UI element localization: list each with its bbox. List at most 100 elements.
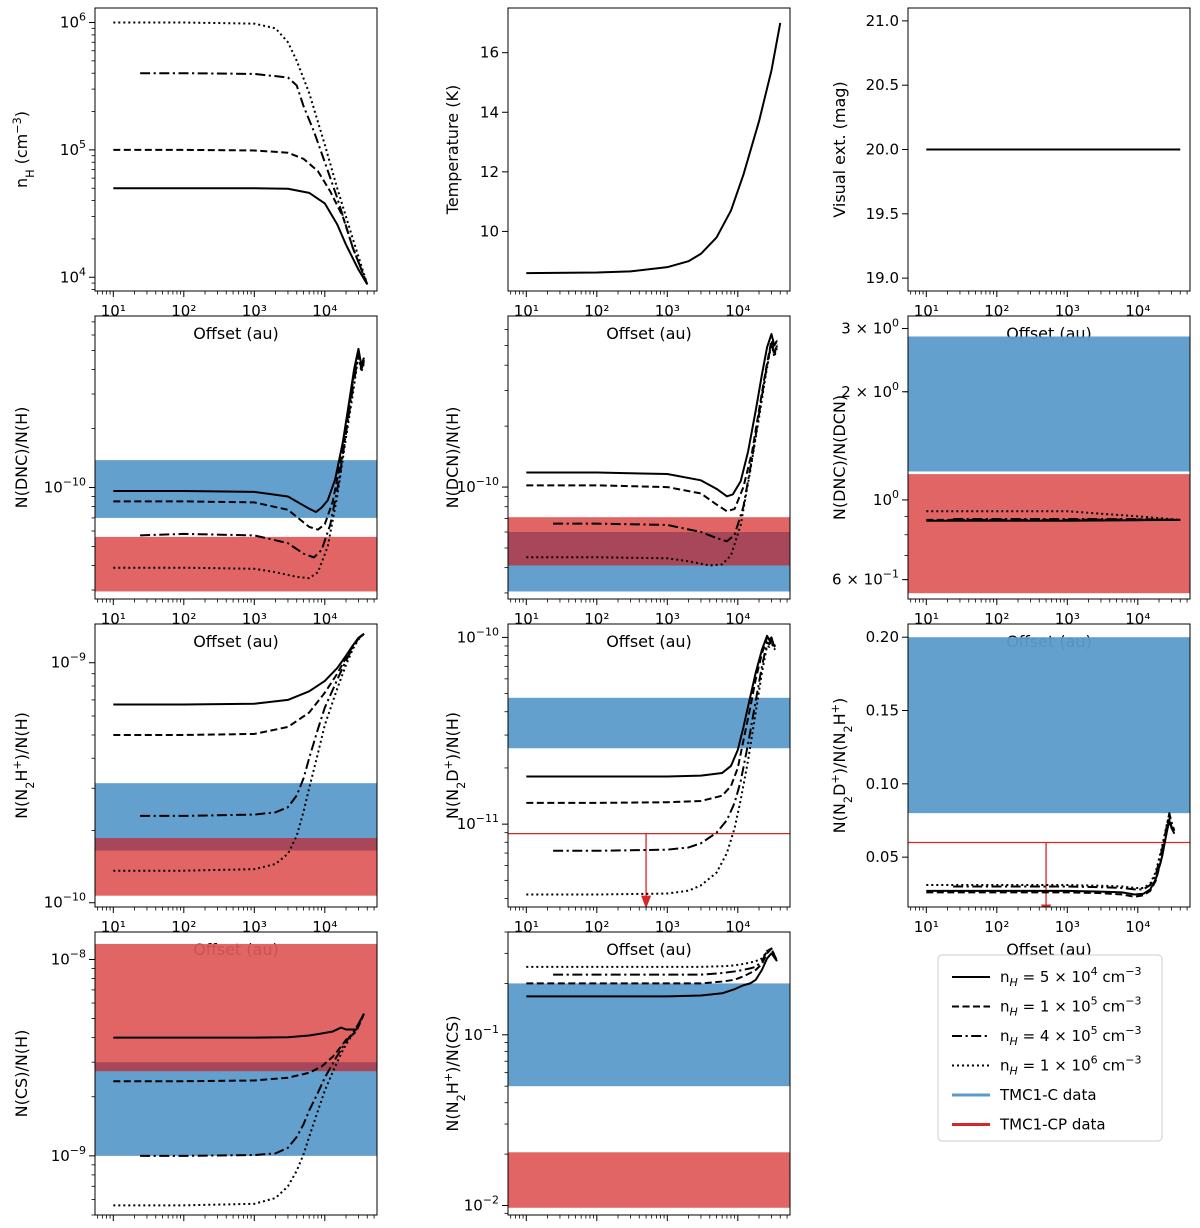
x-tick-label: 10¹ xyxy=(514,1226,539,1228)
y-axis-label: N(N2H+)/N(H) xyxy=(11,712,37,819)
series-line-solid xyxy=(526,22,782,275)
x-tick-label: 10¹ xyxy=(914,302,939,320)
series-line-dotted xyxy=(526,640,776,896)
x-tick-label: 10³ xyxy=(655,918,680,936)
y-tick-label: 0.15 xyxy=(866,702,899,720)
panel-n2h: 10¹ 10² 10³ 10⁴ Offset (au) 10−10 10−9 N(N2H+)/… xyxy=(11,623,378,959)
plot-area xyxy=(908,637,1190,907)
y-tick-label: 10−1 xyxy=(464,1023,499,1044)
band-tmc1-c xyxy=(908,336,1190,472)
band-tmc1-c xyxy=(908,637,1190,814)
x-tick-label: 10³ xyxy=(242,302,267,320)
y-axis-label: Visual ext. (mag) xyxy=(830,81,849,217)
x-tick-label: 10¹ xyxy=(514,610,539,628)
x-axis-label: Offset (au) xyxy=(1006,940,1092,959)
y-axis-label: nH (cm−3) xyxy=(11,111,37,188)
series-line-solid xyxy=(926,819,1176,896)
plot-area xyxy=(95,347,377,592)
series-line-dashdot xyxy=(140,1013,365,1157)
band-tmc1-c xyxy=(95,1062,377,1156)
x-tick-label: 10² xyxy=(171,1226,196,1228)
x-tick-label: 10¹ xyxy=(514,918,539,936)
x-tick-label: 10² xyxy=(584,610,609,628)
y-axis-label: N(N2D+)/N(H) xyxy=(442,712,468,819)
y-tick-label: 104 xyxy=(60,265,86,286)
y-tick-label: 19.0 xyxy=(866,269,899,287)
y-tick-label: 21.0 xyxy=(866,12,899,30)
y-tick-label: 3 × 100 xyxy=(841,316,899,337)
band-tmc1-c xyxy=(508,983,790,1087)
axes-frame xyxy=(94,623,378,908)
y-tick-label: 10−10 xyxy=(44,476,86,497)
x-tick-label: 10¹ xyxy=(914,918,939,936)
x-tick-label: 10⁴ xyxy=(725,1226,750,1228)
x-tick-label: 10⁴ xyxy=(312,1226,337,1228)
plot-area xyxy=(113,21,369,285)
y-tick-label: 10−2 xyxy=(464,1194,499,1215)
y-tick-label: 2 × 100 xyxy=(841,380,899,401)
axes-frame xyxy=(94,931,378,1216)
x-axis-label: Offset (au) xyxy=(193,324,279,343)
series-line-dotted xyxy=(926,510,1181,521)
axes-frame xyxy=(94,315,378,600)
y-tick-label: 100 xyxy=(873,488,899,509)
axes-frame xyxy=(507,623,791,908)
x-tick-label: 10² xyxy=(171,610,196,628)
y-tick-label: 10−8 xyxy=(51,947,86,968)
y-tick-label: 10−10 xyxy=(44,891,86,912)
legend-entry: TMC1-C data xyxy=(952,1086,1097,1104)
plot-area xyxy=(95,632,377,896)
x-tick-label: 10³ xyxy=(1055,610,1080,628)
plot-area xyxy=(95,943,377,1207)
legend-entry: TMC1-CP data xyxy=(952,1116,1106,1134)
y-tick-label: 0.05 xyxy=(866,848,899,866)
y-tick-label: 12 xyxy=(480,163,499,181)
y-tick-label: 0.20 xyxy=(866,628,899,646)
legend-label: TMC1-CP data xyxy=(999,1116,1106,1134)
legend-label: TMC1-C data xyxy=(999,1086,1097,1104)
y-tick-label: 14 xyxy=(480,103,499,121)
axes-frame xyxy=(507,7,791,292)
x-tick-label: 10¹ xyxy=(101,918,126,936)
band-overlap xyxy=(95,838,377,851)
series-line-dotted xyxy=(526,947,778,968)
x-tick-label: 10³ xyxy=(242,918,267,936)
series-line-dotted xyxy=(526,342,778,567)
series-line-dashdot xyxy=(140,72,369,285)
plot-area xyxy=(508,333,790,592)
legend-label: nH = 4 × 105 cm−3 xyxy=(1000,1024,1142,1048)
y-tick-label: 6 × 10−1 xyxy=(832,568,899,589)
x-axis-label: Offset (au) xyxy=(606,632,692,651)
panel-ratio_n2d_n2h: 10¹ 10² 10³ 10⁴ Offset (au) 0.05 0.10 0.15 0.20 N… xyxy=(829,623,1191,959)
y-tick-label: 10−11 xyxy=(457,812,499,833)
panels-group: 10¹ 10² 10³ 10⁴ Offset (au) 104 105 106 nH (cm−3… xyxy=(11,7,1191,1228)
band-tmc1-cp xyxy=(908,474,1190,594)
series-line-dashdot xyxy=(140,352,365,559)
plot-area xyxy=(508,634,790,907)
plot-area xyxy=(908,336,1190,594)
y-tick-label: 0.10 xyxy=(866,775,899,793)
series-line-dotted xyxy=(926,813,1176,889)
band-overlap xyxy=(95,1062,377,1072)
x-tick-label: 10⁴ xyxy=(312,610,337,628)
x-tick-label: 10⁴ xyxy=(312,918,337,936)
y-tick-label: 10 xyxy=(480,222,499,240)
legend-label: nH = 5 × 104 cm−3 xyxy=(1000,965,1142,989)
x-tick-label: 10² xyxy=(171,918,196,936)
band-overlap xyxy=(508,531,790,566)
x-tick-label: 10³ xyxy=(655,610,680,628)
legend-entry: nH = 4 × 105 cm−3 xyxy=(952,1024,1142,1048)
y-tick-label: 10−9 xyxy=(51,1144,86,1165)
panel-dnc: 10¹ 10² 10³ 10⁴ Offset (au) 10−10 N(DNC)/N(H) xyxy=(12,315,378,651)
series-line-dotted xyxy=(113,21,369,285)
x-tick-label: 10⁴ xyxy=(725,302,750,320)
upper-limit-arrow-head xyxy=(1041,904,1052,907)
legend-entry: nH = 1 × 106 cm−3 xyxy=(952,1054,1142,1078)
series-line-dotted xyxy=(113,354,365,580)
plot-area xyxy=(508,947,790,1208)
